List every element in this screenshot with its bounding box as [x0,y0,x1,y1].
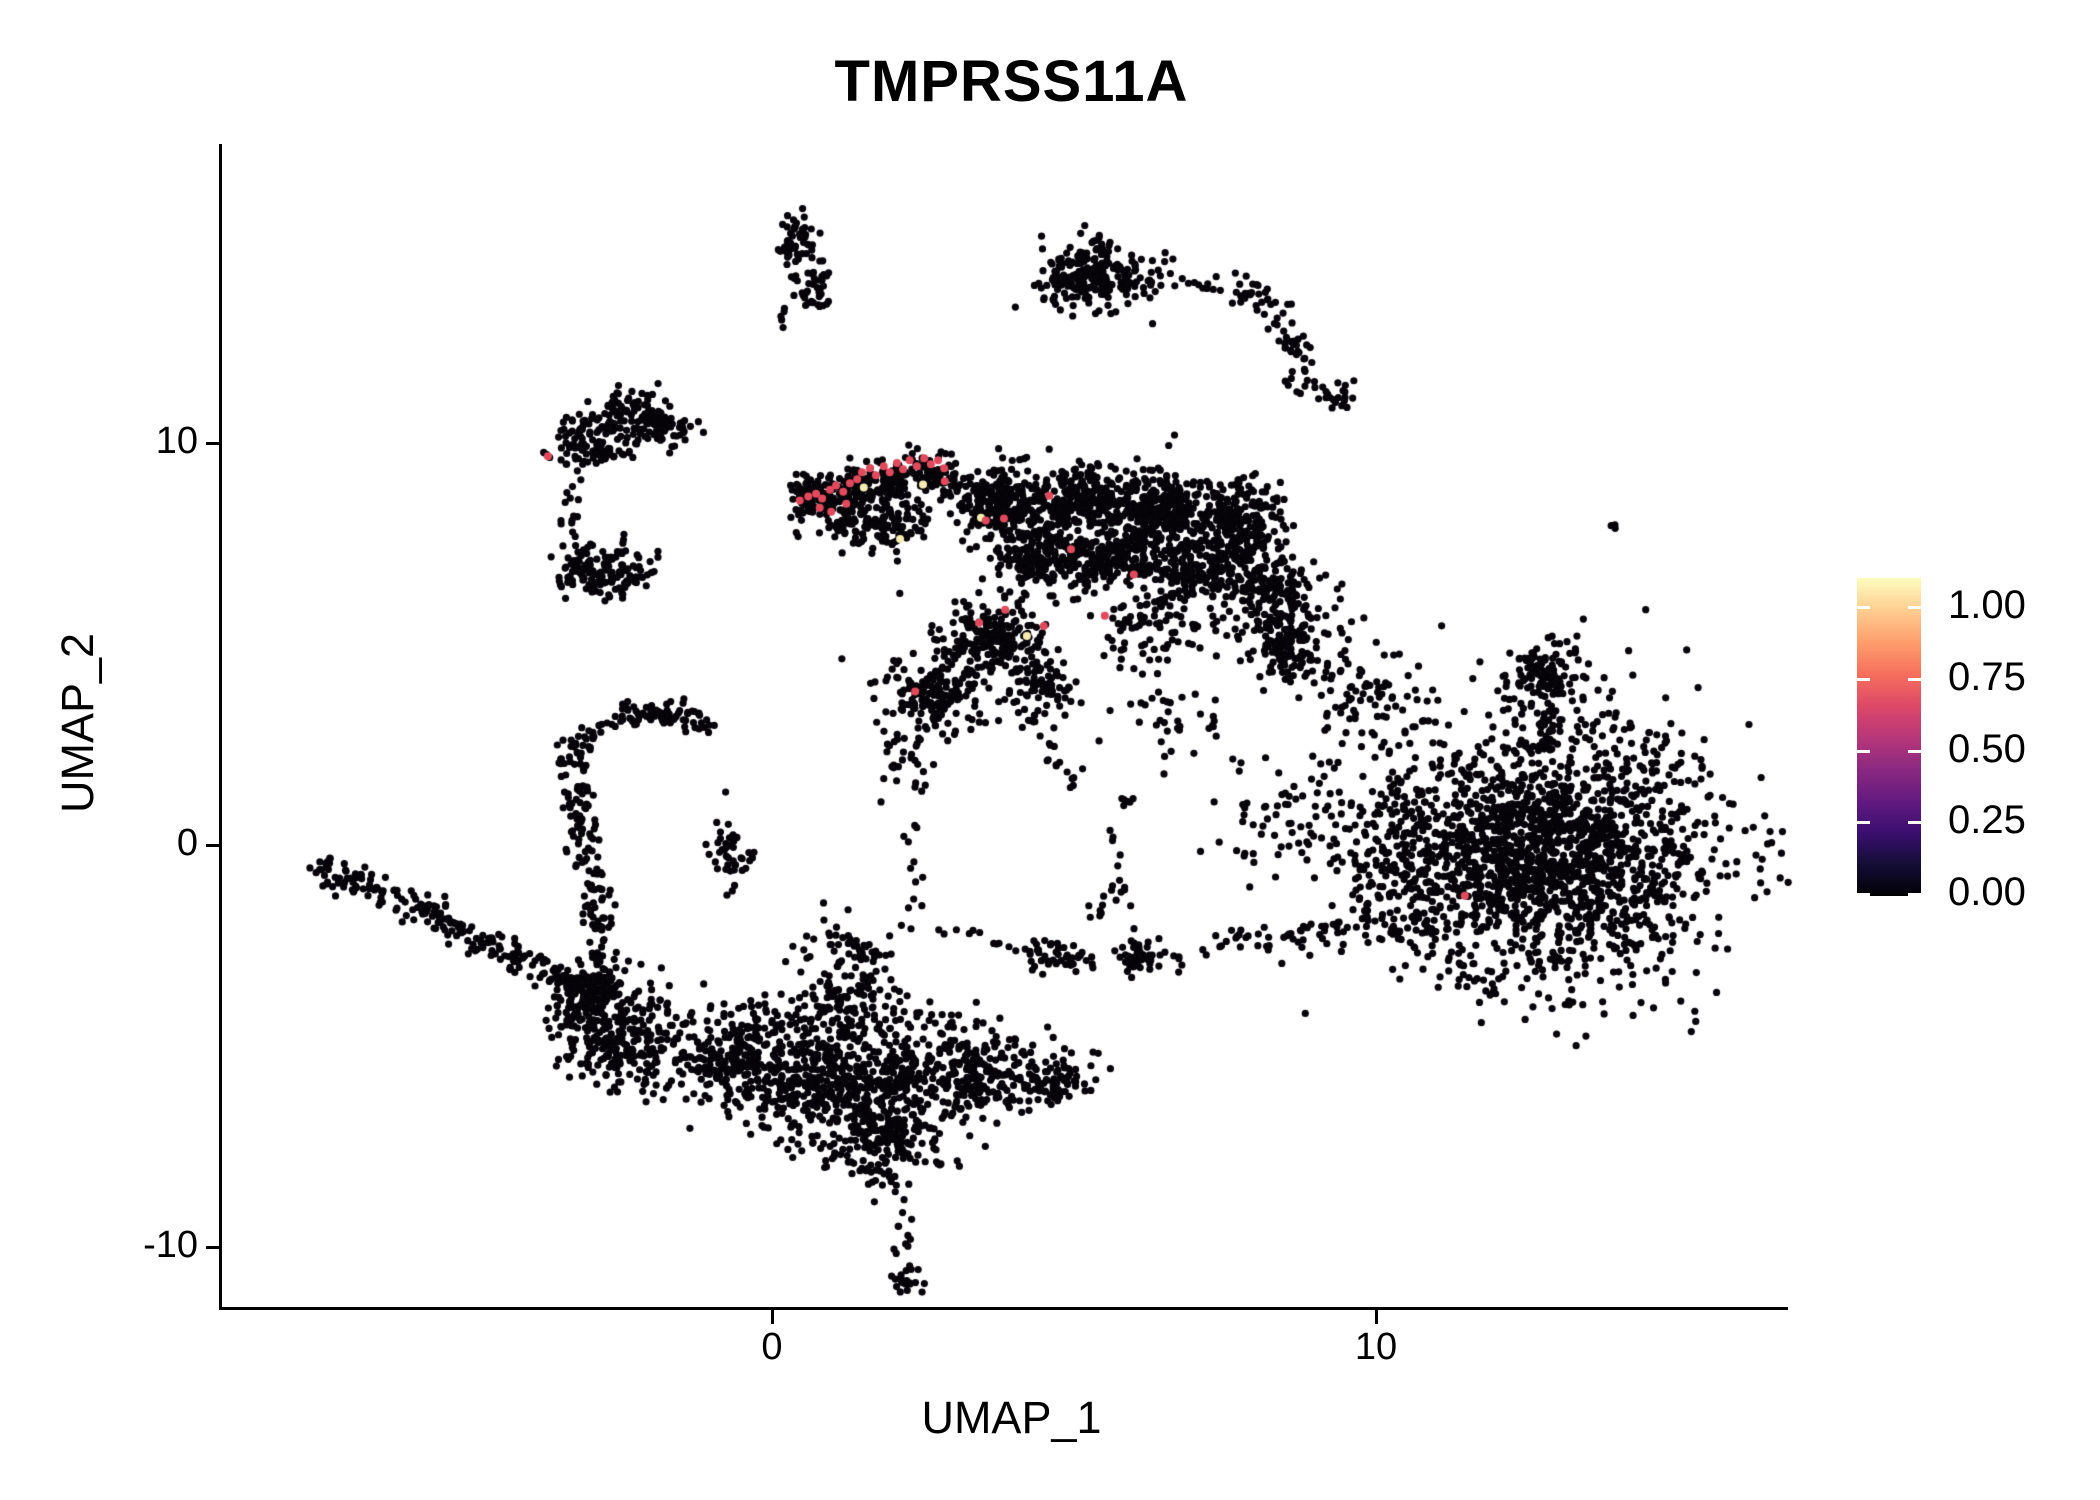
legend-tick [1857,606,1870,609]
legend-tick [1857,893,1870,896]
y-tick [206,844,220,847]
x-tick [1375,1310,1378,1324]
legend-label: 0.50 [1948,726,2026,771]
legend-tick [1857,821,1870,825]
legend-tick [1857,749,1870,753]
umap-scatter-canvas [223,145,1800,1307]
x-axis-title: UMAP_1 [921,1392,1102,1443]
x-axis-line [219,1307,1788,1310]
legend-tick [1908,606,1921,609]
legend-colorbar [1857,578,1921,896]
legend-label: 0.00 [1948,870,2026,914]
y-tick-label: -10 [143,1224,198,1266]
plot-title: TMPRSS11A [834,49,1189,114]
legend-tick [1908,821,1921,825]
y-axis-line [219,144,222,1310]
legend-label: 0.75 [1948,654,2026,699]
legend-tick [1908,749,1921,753]
x-tick-label: 0 [761,1326,783,1368]
y-axis-title: UMAP_2 [52,632,103,814]
y-tick-label: 10 [155,420,198,462]
legend-label: 1.00 [1948,583,2026,627]
y-tick [206,1246,220,1249]
x-tick-label: 10 [1354,1326,1398,1368]
y-tick [206,442,220,445]
y-tick-label: 0 [176,822,198,864]
legend-label: 0.25 [1948,798,2026,843]
x-tick [771,1310,774,1324]
legend-tick [1908,893,1921,896]
legend-tick [1908,677,1921,681]
legend-tick [1857,677,1870,681]
